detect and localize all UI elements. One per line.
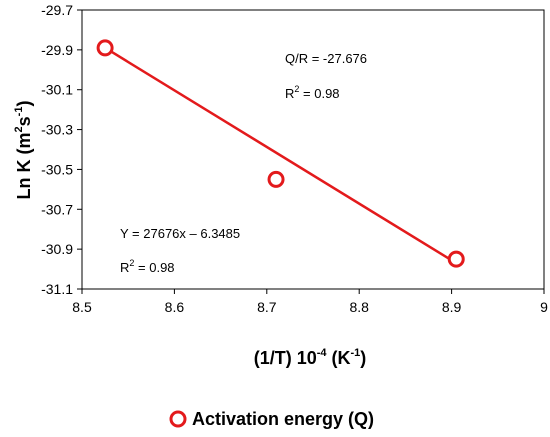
x-axis-title: (1/T) 10-4 (K-1)	[254, 347, 367, 368]
y-tick-label: -30.7	[41, 201, 73, 217]
y-tick-label: -29.7	[41, 2, 73, 18]
annotation-r2-bottom-sup: 2	[129, 258, 134, 268]
annotation-r2-top: R2 = 0.98	[285, 84, 340, 101]
data-point	[96, 39, 114, 57]
annotation-r2-top-base: R	[285, 86, 294, 101]
x-axis-title-exp: -4	[317, 347, 328, 359]
legend-marker	[169, 410, 187, 428]
legend-label: Activation energy (Q)	[192, 409, 374, 429]
y-tick-label: -31.1	[41, 281, 73, 297]
annotation-r2-top-sup: 2	[294, 84, 299, 94]
x-axis-title-end: )	[360, 348, 366, 368]
annotation-equation: Y = 27676x – 6.3485	[120, 226, 240, 241]
y-tick-label: -30.9	[41, 241, 73, 257]
x-tick-label: 8.6	[165, 299, 185, 315]
x-tick-label: 8.9	[442, 299, 462, 315]
data-point	[267, 170, 285, 188]
annotation-qr: Q/R = -27.676	[285, 51, 367, 66]
x-tick-label: 8.8	[349, 299, 369, 315]
y-axis-title-exp2: -1	[13, 107, 25, 117]
x-axis-title-main: (1/T) 10	[254, 348, 317, 368]
trendline	[104, 46, 457, 265]
x-axis-title-unit: (K	[327, 348, 351, 368]
y-tick-label: -30.5	[41, 161, 73, 177]
x-tick-label: 8.7	[257, 299, 277, 315]
annotation-r2-bottom-rest: = 0.98	[134, 260, 174, 275]
y-axis-title-exp1: 2	[13, 126, 25, 132]
y-axis-title: Ln K (m2s-1)	[13, 101, 34, 200]
annotation-r2-top-rest: = 0.98	[299, 86, 339, 101]
x-tick-label: 9	[540, 299, 548, 315]
annotation-r2-bottom-base: R	[120, 260, 129, 275]
y-axis-ticks: -29.7 -29.9 -30.1 -30.3 -30.5 -30.7 -30.9 -31.1	[41, 2, 82, 297]
data-point	[447, 250, 465, 268]
data-marks	[96, 39, 465, 268]
x-axis-ticks: 8.5 8.6 8.7 8.8 8.9 9	[72, 289, 548, 315]
y-axis-title-end: )	[14, 101, 34, 107]
y-axis-title-mid: s	[14, 116, 34, 126]
y-axis-title-main: Ln K (m	[14, 132, 34, 199]
y-tick-label: -30.3	[41, 122, 73, 138]
x-tick-label: 8.5	[72, 299, 92, 315]
y-tick-label: -30.1	[41, 82, 73, 98]
annotation-r2-bottom: R2 = 0.98	[120, 258, 175, 275]
plot-frame	[81, 9, 545, 290]
legend: Activation energy (Q)	[169, 409, 374, 429]
y-tick-label: -29.9	[41, 42, 73, 58]
x-axis-title-unit-exp: -1	[351, 347, 361, 359]
